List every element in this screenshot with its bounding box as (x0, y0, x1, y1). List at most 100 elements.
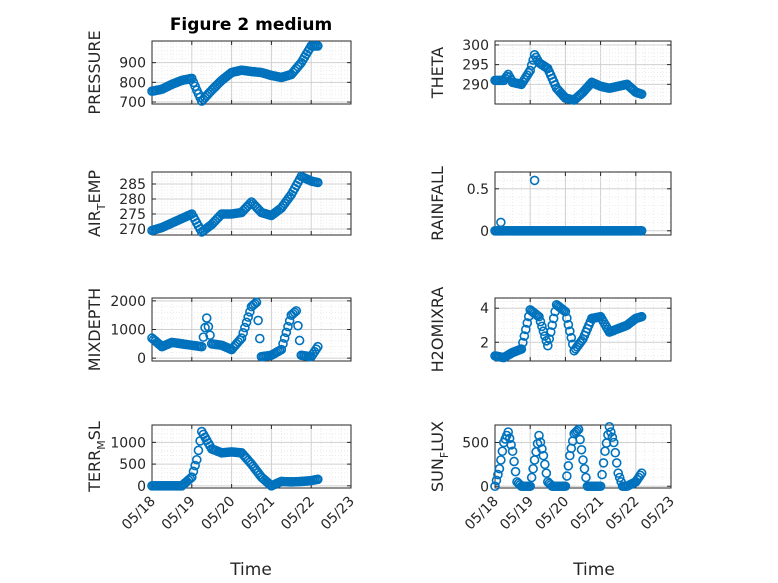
y-tick-label: 700 (119, 95, 146, 111)
data-point (313, 41, 323, 51)
y-tick-label: 2 (480, 335, 489, 351)
subplot-sun_flux: 050005/1805/1905/2005/2105/2205/23SUNFLU… (428, 421, 678, 533)
axes-box (494, 40, 672, 105)
x-axis-label-right: Time (572, 560, 615, 580)
data-point (613, 468, 624, 478)
y-tick-label: 275 (119, 207, 146, 223)
subplot-rainfall: 0 0.5 RAINFALL (428, 166, 672, 241)
data-point (566, 332, 577, 343)
data-point (238, 328, 249, 338)
data-point (534, 311, 544, 322)
data-point (236, 333, 247, 343)
data-point (595, 481, 606, 492)
data-point (578, 455, 588, 465)
data-point (187, 472, 197, 482)
data-point (491, 475, 502, 486)
data-point (598, 458, 609, 468)
y-axis-label: AIRTEMP (85, 170, 108, 237)
y-tick-label: 4 (480, 301, 489, 317)
scatter-series (147, 41, 323, 106)
data-point (313, 341, 323, 352)
subplot-mixdepth: 0 1000 2000 MIXDEPTH (85, 288, 352, 371)
data-point (562, 471, 572, 481)
y-tick-label: 0 (480, 479, 489, 495)
data-point (581, 472, 591, 483)
scatter-series (490, 49, 647, 105)
y-tick-label: 2000 (110, 294, 146, 310)
y-tick-label: 900 (119, 56, 146, 72)
axes-box (151, 424, 352, 489)
data-point (254, 333, 265, 344)
data-point (576, 444, 587, 455)
y-tick-label: 270 (119, 222, 146, 238)
data-point (636, 226, 647, 236)
y-axis-label: PRESSURE (85, 30, 104, 114)
data-point (535, 437, 546, 448)
data-point (507, 446, 518, 457)
data-point (506, 440, 516, 450)
y-tick-label: 1000 (110, 323, 146, 339)
data-point (253, 315, 263, 326)
data-point (519, 331, 530, 341)
axes-box (494, 297, 672, 362)
scatter-series (490, 300, 647, 363)
y-axis-label: MIXDEPTH (85, 288, 104, 371)
data-point (564, 326, 575, 337)
y-tick-label: 800 (119, 75, 146, 91)
data-point (560, 481, 571, 492)
data-point (570, 427, 581, 438)
y-axis-label-part: LUX (428, 421, 447, 452)
data-point (201, 313, 212, 323)
y-axis-label: H2OMIXRA (428, 287, 447, 373)
data-point (250, 298, 260, 309)
data-point (289, 307, 300, 318)
axes-box (151, 40, 352, 105)
scatter-series (147, 426, 323, 491)
data-point (573, 424, 584, 435)
figure-title: Figure 2 medium (170, 15, 332, 35)
data-point (240, 322, 250, 333)
y-tick-label: 300 (462, 38, 489, 54)
data-point (525, 65, 536, 76)
data-point (562, 313, 572, 323)
data-point (198, 332, 209, 342)
data-point (538, 450, 549, 461)
data-point (537, 321, 547, 332)
data-point (575, 434, 585, 445)
data-point (509, 456, 519, 467)
data-point (560, 306, 571, 317)
data-point (610, 447, 621, 458)
data-point (636, 89, 647, 99)
y-tick-label: 500 (462, 436, 489, 452)
subplot-pressure: 700 800 900 PRESSURE (85, 30, 352, 115)
data-point (243, 312, 253, 322)
y-axis-label-part: TERR (85, 450, 104, 493)
data-point (205, 330, 215, 341)
y-axis-label: THETA (428, 47, 447, 99)
data-point (607, 432, 618, 443)
data-point (494, 463, 505, 474)
y-axis-label: SUNFLUX (428, 421, 451, 492)
data-point (608, 437, 619, 448)
scatter-series (147, 297, 323, 362)
y-axis-label-subscript: T (95, 203, 108, 211)
y-axis-label: TERRMSL (85, 421, 108, 493)
data-point (535, 316, 546, 327)
data-point (544, 334, 555, 344)
data-point (203, 321, 214, 332)
data-point (542, 340, 553, 351)
data-point (636, 468, 647, 478)
data-point (510, 466, 521, 477)
y-axis-label: RAINFALL (428, 166, 447, 241)
y-tick-label: 1000 (110, 435, 146, 451)
y-axis-label-part: AIR (85, 210, 104, 237)
data-point (526, 472, 537, 483)
y-tick-label: 280 (119, 192, 146, 208)
data-point (547, 320, 558, 331)
axes-box (151, 171, 352, 236)
data-point (190, 460, 200, 471)
data-point (537, 444, 547, 454)
data-point (540, 459, 550, 470)
scatter-series (490, 421, 647, 492)
